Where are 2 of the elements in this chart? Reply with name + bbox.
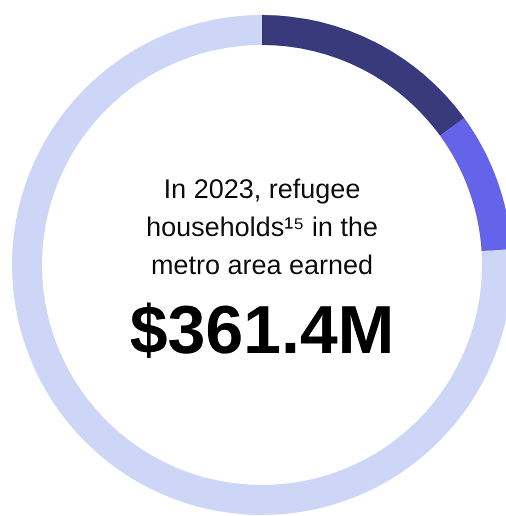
text: In 2023, refugee households¹⁵ in the metro area earned: [146, 174, 378, 280]
text: $361.4M: [130, 292, 394, 368]
